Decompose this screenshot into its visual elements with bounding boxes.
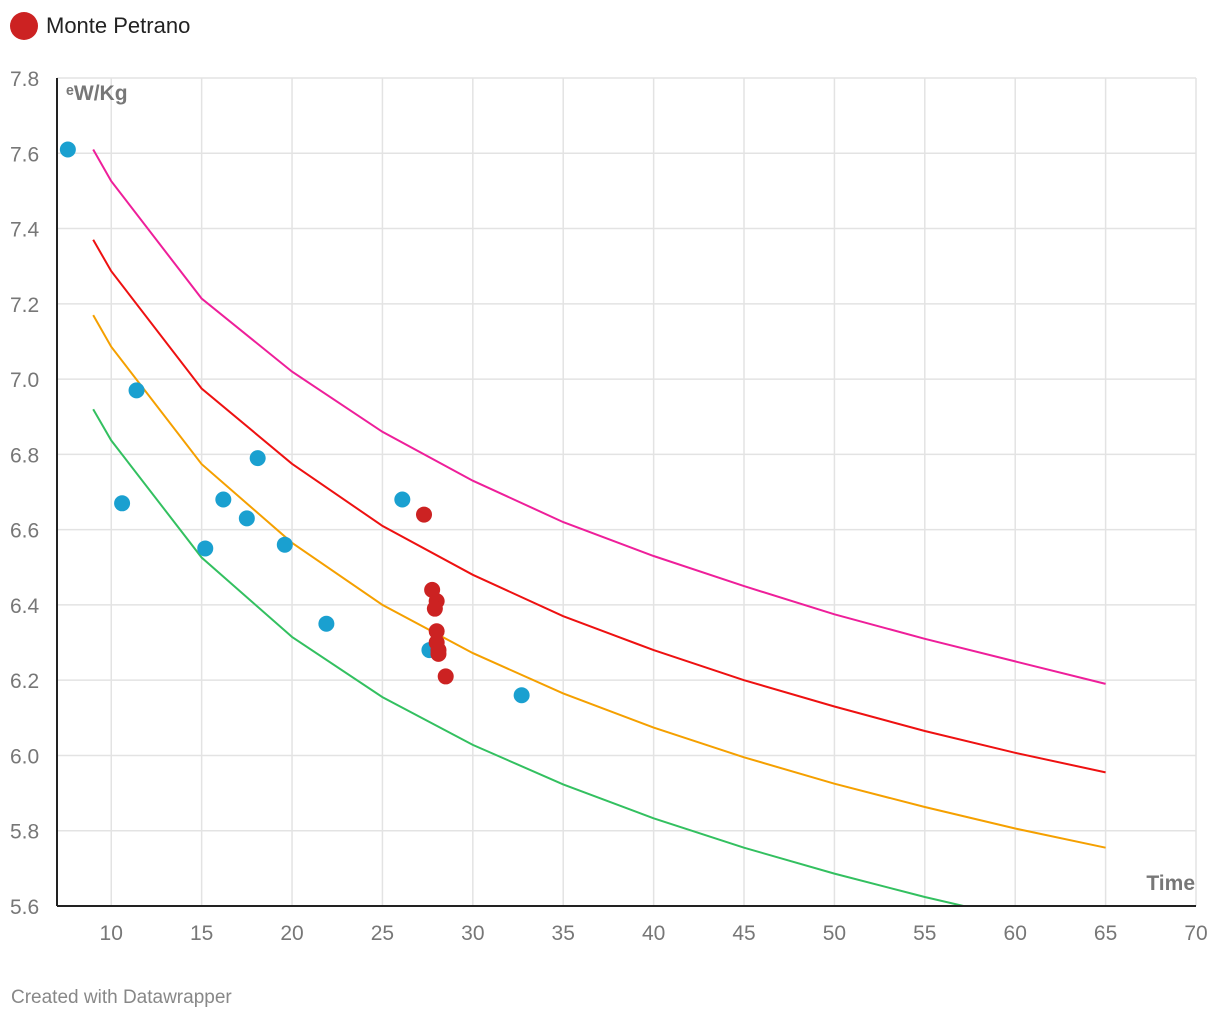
data-point	[426, 600, 443, 617]
x-tick-label: 30	[461, 922, 484, 945]
y-axis-label: ᵉW/Kg	[66, 82, 128, 105]
y-tick-label: 6.0	[10, 745, 39, 768]
y-tick-label: 7.4	[10, 219, 40, 242]
data-point	[59, 141, 76, 158]
x-tick-label: 65	[1094, 922, 1117, 945]
data-point	[215, 491, 232, 508]
y-tick-label: 5.6	[10, 896, 39, 919]
y-tick-label: 7.2	[10, 294, 39, 317]
x-tick-label: 10	[100, 922, 123, 945]
data-point	[197, 540, 214, 557]
x-tick-label: 40	[642, 922, 665, 945]
data-point	[428, 623, 445, 640]
data-point	[513, 687, 530, 704]
x-tick-label: 25	[371, 922, 394, 945]
x-tick-label: 50	[823, 922, 846, 945]
legend: Monte Petrano	[10, 12, 190, 40]
legend-marker	[10, 12, 38, 40]
x-tick-label: 60	[1004, 922, 1027, 945]
data-point	[114, 495, 131, 512]
x-tick-label: 70	[1184, 922, 1207, 945]
x-axis-label: Time	[1146, 872, 1195, 895]
data-point	[249, 450, 266, 467]
data-point	[238, 510, 255, 527]
data-point	[416, 506, 433, 523]
y-tick-label: 6.2	[10, 670, 39, 693]
grid	[57, 77, 1197, 906]
x-tick-label: 45	[732, 922, 755, 945]
x-tick-label: 15	[190, 922, 213, 945]
data-point	[430, 645, 447, 662]
legend-label: Monte Petrano	[46, 13, 191, 38]
curves	[92, 149, 1106, 906]
y-tick-label: 5.8	[10, 821, 39, 844]
x-tick-label: 35	[552, 922, 575, 945]
curve-orange	[92, 314, 1106, 849]
y-tick-label: 7.6	[10, 143, 39, 166]
curve-pink	[92, 149, 1106, 685]
data-point	[276, 536, 293, 553]
points	[59, 141, 530, 704]
curve-green	[92, 408, 968, 906]
x-tick-label: 55	[913, 922, 936, 945]
y-tick-label: 6.6	[10, 520, 39, 543]
y-tick-label: 6.4	[10, 595, 40, 618]
curve-red	[92, 239, 1106, 774]
credit: Created with Datawrapper	[11, 987, 232, 1008]
y-tick-label: 6.8	[10, 444, 39, 467]
data-point	[394, 491, 411, 508]
axes: 5.6 5.8 6.0 6.2 6.4 6.6 6.8 7.0 7.2 7.4 7.6 7.8 10 15…	[10, 68, 1208, 945]
data-point	[318, 615, 335, 632]
data-point	[437, 668, 454, 685]
y-tick-label: 7.0	[10, 369, 39, 392]
data-point	[128, 382, 145, 399]
y-tick-label: 7.8	[10, 68, 39, 91]
x-tick-label: 20	[280, 922, 303, 945]
